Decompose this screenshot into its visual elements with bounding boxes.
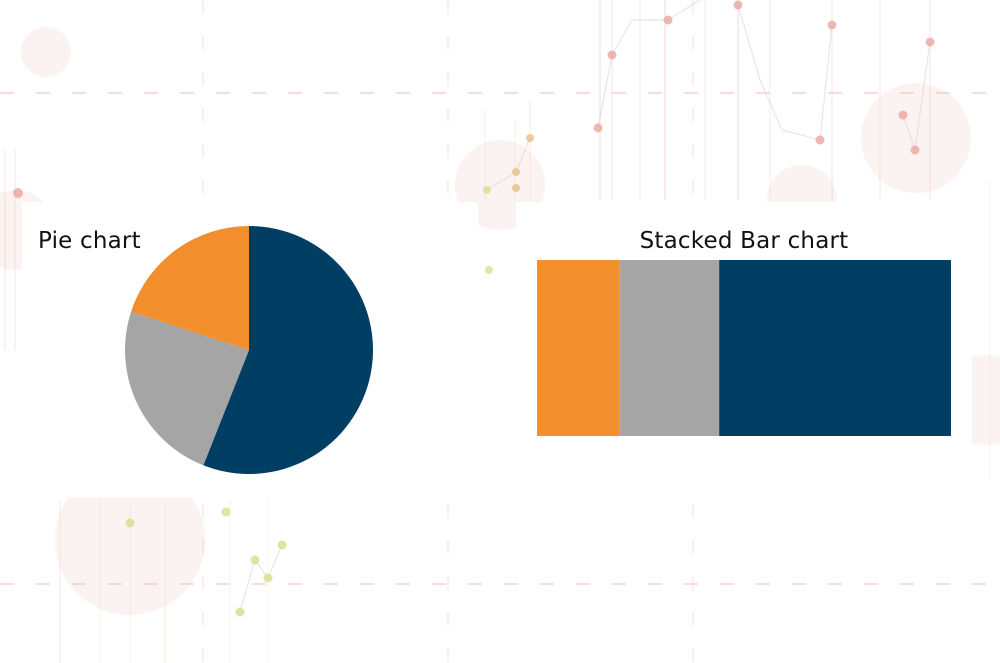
stacked-bar-chart-panel: Stacked Bar chart	[516, 202, 972, 497]
stacked-bar-chart	[537, 260, 951, 436]
stacked-bar-chart-title: Stacked Bar chart	[639, 228, 849, 254]
pie-chart-title: Pie chart	[38, 228, 141, 254]
pie-slice-2	[131, 226, 249, 350]
pie-chart-panel: Pie chart	[22, 202, 478, 497]
bar-segment-1	[619, 260, 720, 436]
bar-segment-0	[537, 260, 620, 436]
pie-slice-0	[203, 226, 373, 474]
pie-slices	[124, 226, 373, 474]
bar-segment-2	[719, 260, 951, 436]
pie-chart	[124, 226, 373, 474]
bar-segments	[537, 260, 951, 436]
pie-slice-1	[124, 311, 249, 466]
